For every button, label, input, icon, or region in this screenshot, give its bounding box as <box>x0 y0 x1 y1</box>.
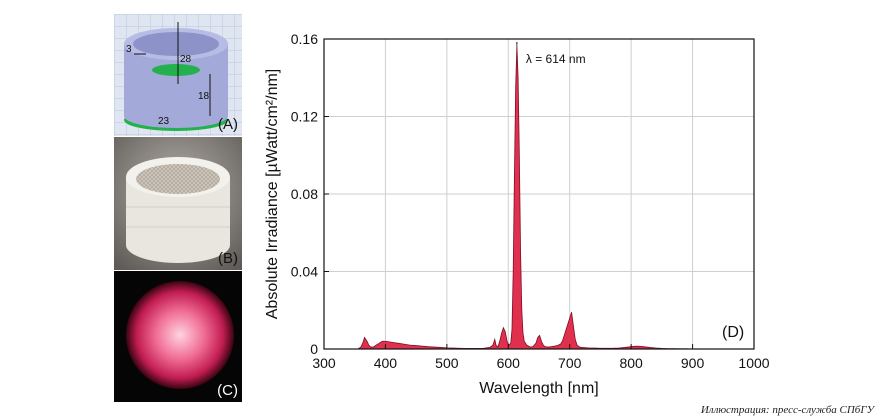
peak-annotation: λ = 614 nm <box>526 52 586 66</box>
panel-c-label: (C) <box>217 382 238 399</box>
panel-d-label: (D) <box>722 324 744 341</box>
image-credit: Иллюстрация: пресс-служба СПбГУ <box>700 404 874 416</box>
y-axis-ticks: 0 0.04 0.08 0.12 0.16 <box>291 31 329 357</box>
ring-photo-drawing <box>114 137 242 270</box>
printed-ring-body <box>126 177 230 263</box>
x-axis-ticks: 300 400 500 600 700 800 900 1000 <box>312 344 770 371</box>
y-tick-label: 0.16 <box>291 31 318 47</box>
x-tick-label: 600 <box>497 355 521 371</box>
ring-model-drawing: 3 28 18 23 <box>114 14 242 136</box>
y-tick-label: 0.04 <box>291 264 318 280</box>
dim-thickness: 3 <box>126 44 132 55</box>
x-tick-label: 500 <box>435 355 459 371</box>
ring-inner-wall <box>133 32 219 56</box>
spectrum-chart: 300 400 500 600 700 800 900 1000 00.040.080.120… <box>264 31 770 397</box>
x-tick-label: 300 <box>312 355 336 371</box>
glow-photo-drawing <box>114 271 242 402</box>
panel-b-photo: (B) <box>114 137 242 270</box>
spectrum-area <box>354 44 724 350</box>
x-tick-label: 1000 <box>738 355 769 371</box>
x-tick-label: 800 <box>619 355 643 371</box>
x-tick-label: 700 <box>558 355 582 371</box>
x-axis-title: Wavelength [nm] <box>479 380 598 397</box>
y-tick-label: 0.08 <box>291 186 318 202</box>
printed-ring-mesh <box>136 164 220 194</box>
y-axis-title: Absolute Irradiance [µWatt/cm²/nm] <box>264 69 281 319</box>
ring-inner-floor <box>152 64 200 76</box>
x-tick-label: 900 <box>681 355 705 371</box>
y-tick-label: 0.12 <box>291 109 318 125</box>
dim-diameter: 23 <box>158 116 170 127</box>
chart-grid <box>324 39 754 349</box>
panel-a-3d-model: 3 28 18 23 (A) <box>114 14 242 136</box>
x-tick-label: 400 <box>374 355 398 371</box>
y-tick-label: 0 <box>310 341 318 357</box>
dim-height: 28 <box>180 54 192 65</box>
glowing-ring <box>126 281 234 389</box>
panel-b-label: (B) <box>218 250 238 267</box>
panel-a-label: (A) <box>218 116 238 133</box>
panel-c-glow-photo: (C) <box>114 271 242 402</box>
ring-outer-wall <box>124 44 228 128</box>
dim-inner: 18 <box>198 91 210 102</box>
